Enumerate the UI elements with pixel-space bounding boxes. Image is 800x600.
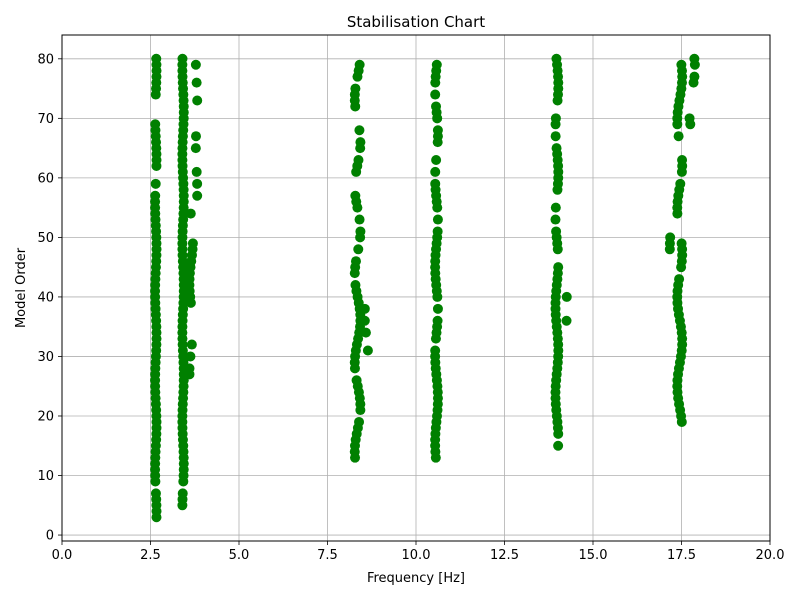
chart-title: Stabilisation Chart: [347, 13, 485, 31]
data-point: [187, 238, 198, 249]
data-point: [561, 291, 572, 302]
x-axis-label: Frequency [Hz]: [367, 571, 465, 586]
data-point: [689, 71, 700, 82]
data-point: [190, 143, 201, 154]
x-tick-label: 5.0: [229, 548, 250, 563]
data-point: [553, 262, 564, 273]
data-point: [350, 280, 361, 291]
data-point: [553, 440, 564, 451]
y-tick-label: 0: [46, 529, 54, 544]
data-point: [676, 238, 687, 249]
data-point: [431, 101, 442, 112]
data-point: [150, 119, 161, 130]
data-point: [351, 375, 362, 386]
x-tick-label: 0.0: [52, 548, 73, 563]
x-tick-label: 20.0: [756, 548, 785, 563]
data-point: [665, 232, 676, 243]
data-point: [177, 488, 188, 499]
data-point: [185, 208, 196, 219]
data-point: [191, 166, 202, 177]
data-point: [359, 303, 370, 314]
data-point: [551, 226, 562, 237]
x-tick-label: 17.5: [667, 548, 696, 563]
data-point: [353, 244, 364, 255]
data-point: [354, 214, 365, 225]
data-point: [350, 190, 361, 201]
data-point: [360, 327, 371, 338]
data-point: [432, 226, 443, 237]
data-point: [689, 53, 700, 64]
data-point: [150, 190, 161, 201]
data-point: [354, 125, 365, 136]
data-point: [186, 339, 197, 350]
data-point: [550, 202, 561, 213]
data-point: [192, 190, 203, 201]
y-axis-label: Model Order: [14, 247, 29, 328]
data-point: [550, 131, 561, 142]
data-point: [551, 53, 562, 64]
data-point: [362, 345, 373, 356]
x-tick-label: 15.0: [579, 548, 608, 563]
data-point: [177, 53, 188, 64]
data-point: [350, 83, 361, 94]
data-point: [677, 155, 688, 166]
data-point: [431, 155, 442, 166]
y-tick-label: 30: [37, 350, 54, 365]
data-point: [359, 315, 370, 326]
data-point: [550, 214, 561, 225]
y-tick-label: 20: [37, 409, 54, 424]
data-point: [430, 166, 441, 177]
data-point: [150, 488, 161, 499]
data-point: [191, 131, 201, 142]
y-tick-label: 70: [37, 112, 54, 127]
x-tick-label: 7.5: [317, 548, 338, 563]
data-point: [432, 315, 443, 326]
data-point: [430, 178, 441, 189]
data-point: [192, 95, 203, 106]
data-point: [354, 59, 365, 70]
data-point: [355, 226, 366, 237]
data-point: [151, 53, 162, 64]
x-tick-label: 12.5: [490, 548, 519, 563]
y-tick-label: 60: [37, 171, 54, 186]
data-point: [355, 137, 366, 148]
data-point: [353, 155, 364, 166]
data-point: [185, 351, 196, 362]
x-tick-label: 10.0: [402, 548, 431, 563]
data-point: [431, 59, 442, 70]
data-point: [676, 59, 687, 70]
data-point: [350, 256, 361, 267]
data-point: [354, 416, 365, 427]
data-point: [191, 77, 202, 88]
data-point: [432, 125, 443, 136]
data-point: [430, 89, 441, 100]
ticks-layer: 0.0 2.5 5.0 7.5 10.0 12.5 15.0 17.5 20.0 0 10 20 30 4…: [37, 52, 784, 563]
y-tick-label: 40: [37, 290, 54, 305]
y-tick-label: 50: [37, 231, 54, 246]
data-point: [561, 315, 572, 326]
data-point: [432, 303, 443, 314]
data-point: [684, 113, 695, 124]
data-point: [551, 143, 562, 154]
data-point: [550, 113, 561, 124]
data-point: [432, 214, 443, 225]
points-layer: [150, 53, 700, 523]
data-point: [430, 345, 441, 356]
y-tick-label: 80: [37, 52, 54, 67]
data-point: [150, 178, 161, 189]
x-tick-label: 2.5: [140, 548, 161, 563]
data-point: [674, 274, 685, 285]
data-point: [673, 131, 684, 142]
data-point: [192, 178, 203, 189]
y-tick-label: 10: [37, 469, 54, 484]
data-point: [184, 363, 195, 374]
data-point: [675, 178, 686, 189]
data-point: [190, 59, 201, 70]
